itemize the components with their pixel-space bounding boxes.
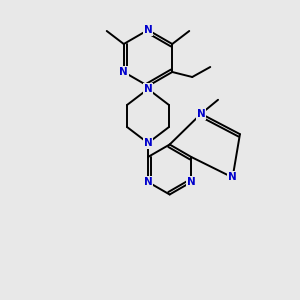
Text: N: N — [144, 84, 152, 94]
Text: N: N — [144, 25, 152, 35]
Text: N: N — [228, 172, 237, 182]
Text: N: N — [197, 109, 206, 119]
Text: N: N — [144, 177, 152, 187]
Text: N: N — [144, 138, 152, 148]
Text: N: N — [187, 177, 196, 187]
Text: N: N — [119, 67, 128, 77]
